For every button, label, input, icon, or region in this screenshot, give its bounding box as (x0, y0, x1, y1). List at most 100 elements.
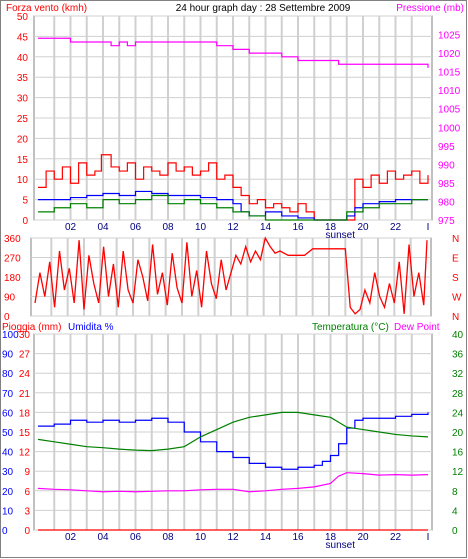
humidity-y-tick: 60 (2, 408, 14, 419)
pressure-y-tick: 1010 (438, 86, 461, 97)
rain-y-tick: 12 (19, 448, 31, 459)
wind-y-tick: 50 (17, 12, 29, 23)
wind-x-tick: 16 (292, 222, 304, 233)
rain-y-tick: 6 (24, 487, 30, 498)
rain-y-tick: 3 (24, 506, 30, 517)
temp-y-tick: 12 (452, 467, 464, 478)
dir-compass-tick: N (452, 312, 459, 323)
wind-y-tick: 45 (17, 32, 29, 43)
wind-y-tick: 15 (17, 155, 29, 166)
temp-x-tick: 08 (162, 532, 174, 543)
wind-x-tick: 06 (130, 222, 142, 233)
wind-x-tick: 20 (357, 222, 369, 233)
wind-x-tick: 08 (162, 222, 174, 233)
temp-x-tick: 16 (292, 532, 304, 543)
wind-x-tick: 14 (260, 222, 272, 233)
dir-y-tick: 360 (4, 234, 21, 245)
wind-series-wind (38, 154, 429, 221)
pressure-y-tick: 1015 (438, 68, 461, 79)
temp-x-tick: 04 (97, 532, 109, 543)
dir-y-tick: 180 (4, 273, 21, 284)
wind-x-tick: I (427, 222, 430, 233)
humidity-axis-label: Umidita % (68, 322, 114, 333)
humidity-y-tick: 30 (2, 467, 14, 478)
series-dew (37, 472, 429, 493)
wind-x-tick: 12 (227, 222, 239, 233)
temp-x-tick: 06 (130, 532, 142, 543)
dir-compass-tick: N (452, 234, 459, 245)
dir-y-tick: 0 (4, 312, 10, 323)
temp-y-tick: 28 (452, 389, 464, 400)
humidity-y-tick: 80 (2, 369, 14, 380)
pressure-y-tick: 1020 (438, 49, 461, 60)
wind-series-avg (38, 194, 428, 221)
wind-y-tick: 25 (17, 114, 29, 125)
pressure-y-tick: 975 (438, 216, 455, 227)
wind-x-tick: 18 (325, 222, 337, 233)
rain-y-tick: 0 (24, 526, 30, 537)
temp-x-tick: 18 (325, 532, 337, 543)
humidity-y-tick: 0 (2, 526, 8, 537)
humidity-y-tick: 20 (2, 487, 14, 498)
pressure-y-tick: 980 (438, 197, 455, 208)
wind-y-tick: 30 (17, 94, 29, 105)
temp-y-tick: 20 (452, 428, 464, 439)
rain-y-tick: 24 (19, 369, 31, 380)
temp-x-tick: I (427, 532, 430, 543)
humidity-y-tick: 10 (2, 506, 14, 517)
rain-axis-label: Pioggia (mm) (2, 322, 61, 333)
dir-y-tick: 90 (4, 293, 16, 304)
rain-y-tick: 9 (24, 467, 30, 478)
wind-y-tick: 5 (22, 196, 28, 207)
pressure-axis-label: Pressione (mb) (396, 3, 464, 14)
wind-x-tick: 02 (65, 222, 77, 233)
rain-y-tick: 15 (19, 428, 31, 439)
temp-axis-label: Temperatura (°C) (312, 322, 389, 333)
humidity-y-tick: 90 (2, 350, 14, 361)
series-temp (37, 411, 429, 452)
wind-y-tick: 20 (17, 134, 29, 145)
temp-x-tick: 22 (390, 532, 402, 543)
temp-x-tick: 14 (260, 532, 272, 543)
humidity-y-tick: 50 (2, 428, 14, 439)
wind-x-tick: 22 (390, 222, 402, 233)
wind-y-tick: 35 (17, 73, 29, 84)
humidity-y-tick: 100 (2, 330, 19, 341)
rain-y-tick: 18 (19, 408, 31, 419)
wind-y-tick: 40 (17, 53, 29, 64)
wind-x-tick: 10 (195, 222, 207, 233)
dew-axis-label: Dew Point (394, 322, 440, 333)
temp-x-tick: 20 (357, 532, 369, 543)
temp-x-tick: 12 (227, 532, 239, 543)
wind-x-note: sunset (326, 230, 356, 241)
humidity-y-tick: 70 (2, 389, 14, 400)
series-humidity (38, 412, 429, 470)
pressure-y-tick: 1000 (438, 123, 461, 134)
rain-y-tick: 21 (19, 389, 31, 400)
dir-compass-tick: E (452, 254, 459, 265)
dir-compass-tick: S (452, 273, 459, 284)
rain-y-tick: 27 (19, 350, 31, 361)
chart-title: 24 hour graph day : 28 Settembre 2009 (176, 3, 351, 14)
wind-series-gust (38, 190, 428, 221)
wind-y-tick: 0 (22, 216, 28, 227)
temp-y-tick: 36 (452, 350, 464, 361)
wind-axis-label: Forza vento (kmh) (6, 3, 87, 14)
temp-y-tick: 16 (452, 448, 464, 459)
temp-y-tick: 8 (452, 487, 458, 498)
direction-series (34, 236, 428, 315)
pressure-y-tick: 1005 (438, 105, 461, 116)
temp-x-tick: 10 (195, 532, 207, 543)
wind-series-pressure (38, 37, 429, 68)
pressure-y-tick: 985 (438, 179, 455, 190)
temp-y-tick: 24 (452, 408, 464, 419)
temp-y-tick: 4 (452, 506, 458, 517)
dir-compass-tick: W (452, 293, 462, 304)
temp-y-tick: 32 (452, 369, 464, 380)
temp-x-tick: 02 (65, 532, 77, 543)
rain-y-tick: 30 (19, 330, 31, 341)
dir-y-tick: 270 (4, 254, 21, 265)
pressure-y-tick: 995 (438, 142, 455, 153)
temp-y-tick: 0 (452, 526, 458, 537)
